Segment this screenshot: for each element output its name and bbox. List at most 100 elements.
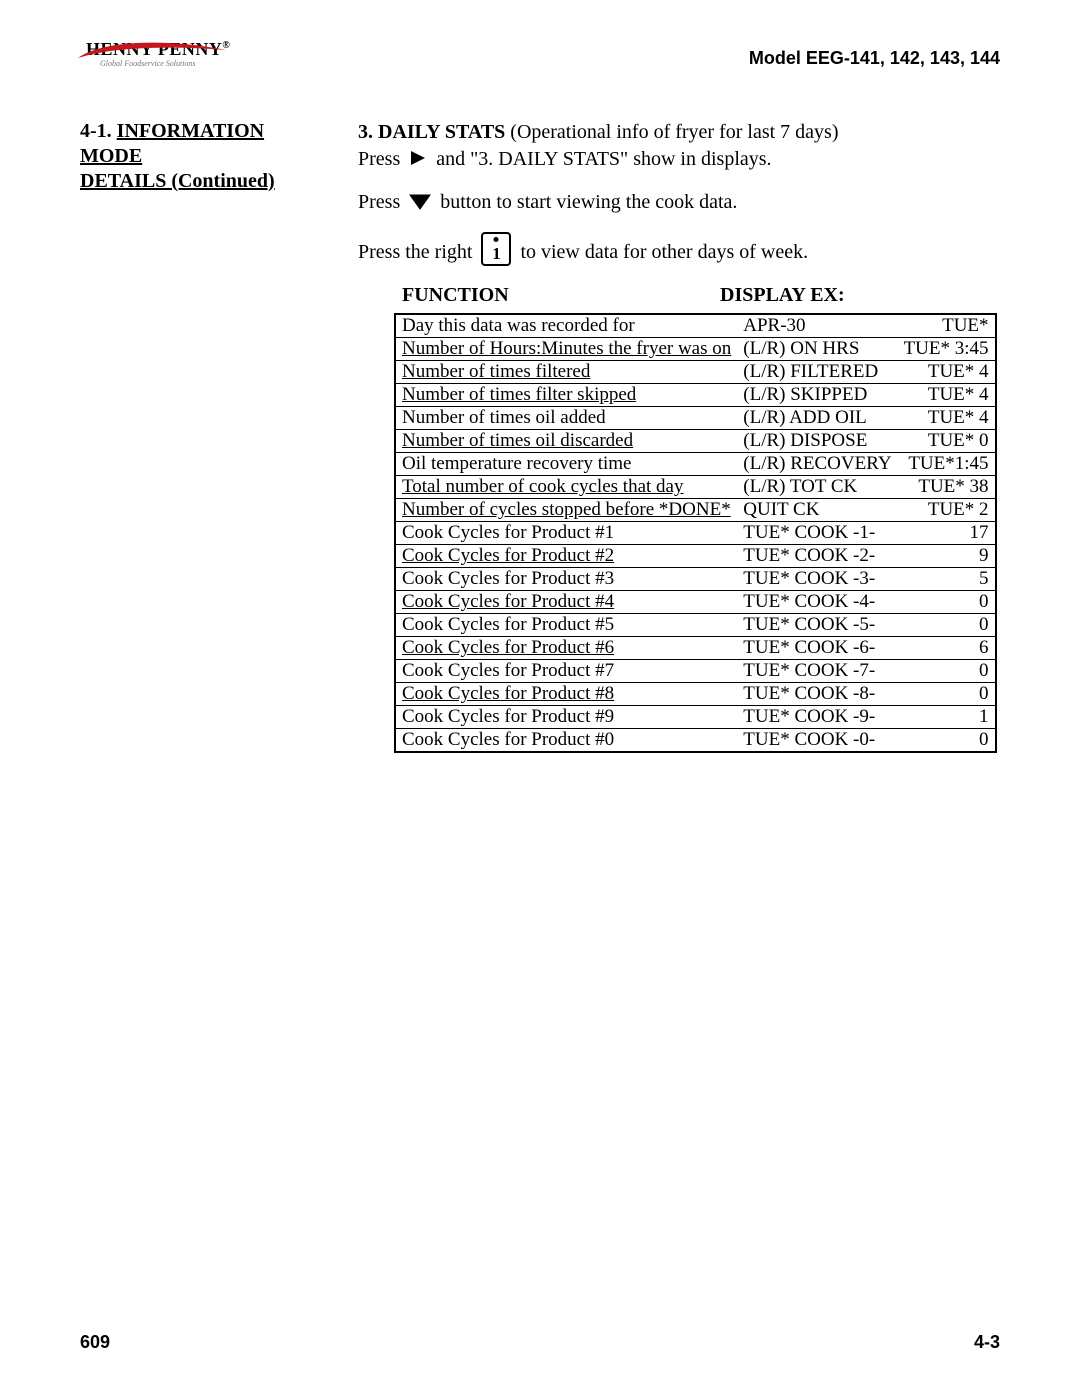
table-row: Cook Cycles for Product #6TUE* COOK -6-6 [395,637,996,660]
cell-function: Oil temperature recovery time [395,453,737,476]
table-row: Cook Cycles for Product #4TUE* COOK -4-0 [395,591,996,614]
cell-value: 5 [898,568,996,591]
press2-a: Press [358,191,405,213]
press1-a: Press [358,148,405,170]
table-row: Number of Hours:Minutes the fryer was on… [395,338,996,361]
info-button-icon: 1 [481,232,511,266]
cell-function: Day this data was recorded for [395,314,737,338]
model-line: Model EEG-141, 142, 143, 144 [749,48,1000,69]
cell-display: APR-30 [737,314,897,338]
page: HENNY PENNY® Global Foodservice Solution… [0,0,1080,1397]
th-display: DISPLAY EX: [720,282,960,309]
table-row: Cook Cycles for Product #7TUE* COOK -7-0 [395,660,996,683]
cell-function: Number of cycles stopped before *DONE* [395,499,737,522]
cell-function: Number of times oil added [395,407,737,430]
cell-display: TUE* COOK -0- [737,729,897,753]
th-function: FUNCTION [402,282,720,309]
cell-display: (L/R) ADD OIL [737,407,897,430]
cell-value: TUE* 0 [898,430,996,453]
daily-stats-heading: 3. DAILY STATS [358,121,505,143]
cell-function: Cook Cycles for Product #7 [395,660,737,683]
cell-function: Cook Cycles for Product #9 [395,706,737,729]
cell-function: Number of times filtered [395,361,737,384]
cell-display: TUE* COOK -6- [737,637,897,660]
cell-value: 0 [898,660,996,683]
table-row: Cook Cycles for Product #1TUE* COOK -1-1… [395,522,996,545]
table-row: Cook Cycles for Product #3TUE* COOK -3-5 [395,568,996,591]
cell-function: Number of Hours:Minutes the fryer was on [395,338,737,361]
section-number: 4-1. [80,120,112,142]
daily-stats-table: Day this data was recorded forAPR-30TUE*… [394,313,997,753]
table-row: Cook Cycles for Product #0TUE* COOK -0-0 [395,729,996,753]
cell-value: TUE* 4 [898,407,996,430]
press3-line: Press the right 1 to view data for other… [358,232,1000,266]
info-icon-number: 1 [483,245,509,262]
table-headers: FUNCTION DISPLAY EX: [402,282,1000,309]
table-row: Cook Cycles for Product #8TUE* COOK -8-0 [395,683,996,706]
press2-b: button to start viewing the cook data. [440,191,737,213]
cell-value: TUE* 3:45 [898,338,996,361]
cell-value: 6 [898,637,996,660]
play-right-icon [409,149,427,167]
cell-function: Cook Cycles for Product #2 [395,545,737,568]
logo: HENNY PENNY® Global Foodservice Solution… [80,40,230,68]
cell-display: TUE* COOK -8- [737,683,897,706]
cell-function: Cook Cycles for Product #5 [395,614,737,637]
press2-line: Press button to start viewing the cook d… [358,189,1000,216]
press3-a: Press the right [358,241,477,263]
cell-display: TUE* COOK -3- [737,568,897,591]
right-column: 3. DAILY STATS (Operational info of frye… [358,119,1000,309]
cell-display: TUE* COOK -5- [737,614,897,637]
swoosh-icon [76,36,236,62]
cell-value: TUE* 38 [898,476,996,499]
press3-b: to view data for other days of week. [520,241,808,263]
cell-function: Cook Cycles for Product #4 [395,591,737,614]
cell-display: TUE* COOK -7- [737,660,897,683]
table-row: Number of times filtered(L/R) FILTEREDTU… [395,361,996,384]
cell-value: TUE* 4 [898,384,996,407]
cell-function: Cook Cycles for Product #3 [395,568,737,591]
table-row: Cook Cycles for Product #2TUE* COOK -2-9 [395,545,996,568]
triangle-down-icon [409,194,431,210]
cell-value: TUE* 4 [898,361,996,384]
cell-function: Cook Cycles for Product #1 [395,522,737,545]
footer-right: 4-3 [974,1332,1000,1353]
cell-display: QUIT CK [737,499,897,522]
cell-function: Cook Cycles for Product #8 [395,683,737,706]
cell-display: (L/R) ON HRS [737,338,897,361]
press1-b: and "3. DAILY STATS" show in displays. [436,148,771,170]
cell-function: Number of times filter skipped [395,384,737,407]
table-row: Total number of cook cycles that day(L/R… [395,476,996,499]
table-row: Cook Cycles for Product #5TUE* COOK -5-0 [395,614,996,637]
cell-display: (L/R) DISPOSE [737,430,897,453]
cell-value: TUE*1:45 [898,453,996,476]
cell-value: 1 [898,706,996,729]
cell-function: Cook Cycles for Product #6 [395,637,737,660]
cell-value: TUE* [898,314,996,338]
cell-value: TUE* 2 [898,499,996,522]
cell-display: TUE* COOK -2- [737,545,897,568]
cell-value: 0 [898,729,996,753]
cell-value: 0 [898,591,996,614]
table-row: Cook Cycles for Product #9TUE* COOK -9-1 [395,706,996,729]
cell-value: 0 [898,683,996,706]
table-row: Number of times oil added(L/R) ADD OILTU… [395,407,996,430]
section-title: 4-1. INFORMATION MODE DETAILS (Continued… [80,119,330,194]
cell-function: Total number of cook cycles that day [395,476,737,499]
daily-stats-heading-line: 3. DAILY STATS (Operational info of frye… [358,119,1000,173]
cell-display: TUE* COOK -1- [737,522,897,545]
cell-display: (L/R) FILTERED [737,361,897,384]
cell-display: TUE* COOK -9- [737,706,897,729]
table-row: Number of cycles stopped before *DONE*QU… [395,499,996,522]
cell-display: (L/R) RECOVERY [737,453,897,476]
cell-value: 9 [898,545,996,568]
table-row: Oil temperature recovery time(L/R) RECOV… [395,453,996,476]
cell-function: Number of times oil discarded [395,430,737,453]
table-row: Number of times oil discarded(L/R) DISPO… [395,430,996,453]
cell-value: 0 [898,614,996,637]
table-row: Day this data was recorded forAPR-30TUE* [395,314,996,338]
table-row: Number of times filter skipped(L/R) SKIP… [395,384,996,407]
content: 4-1. INFORMATION MODE DETAILS (Continued… [80,119,1000,309]
cell-display: (L/R) TOT CK [737,476,897,499]
cell-value: 17 [898,522,996,545]
